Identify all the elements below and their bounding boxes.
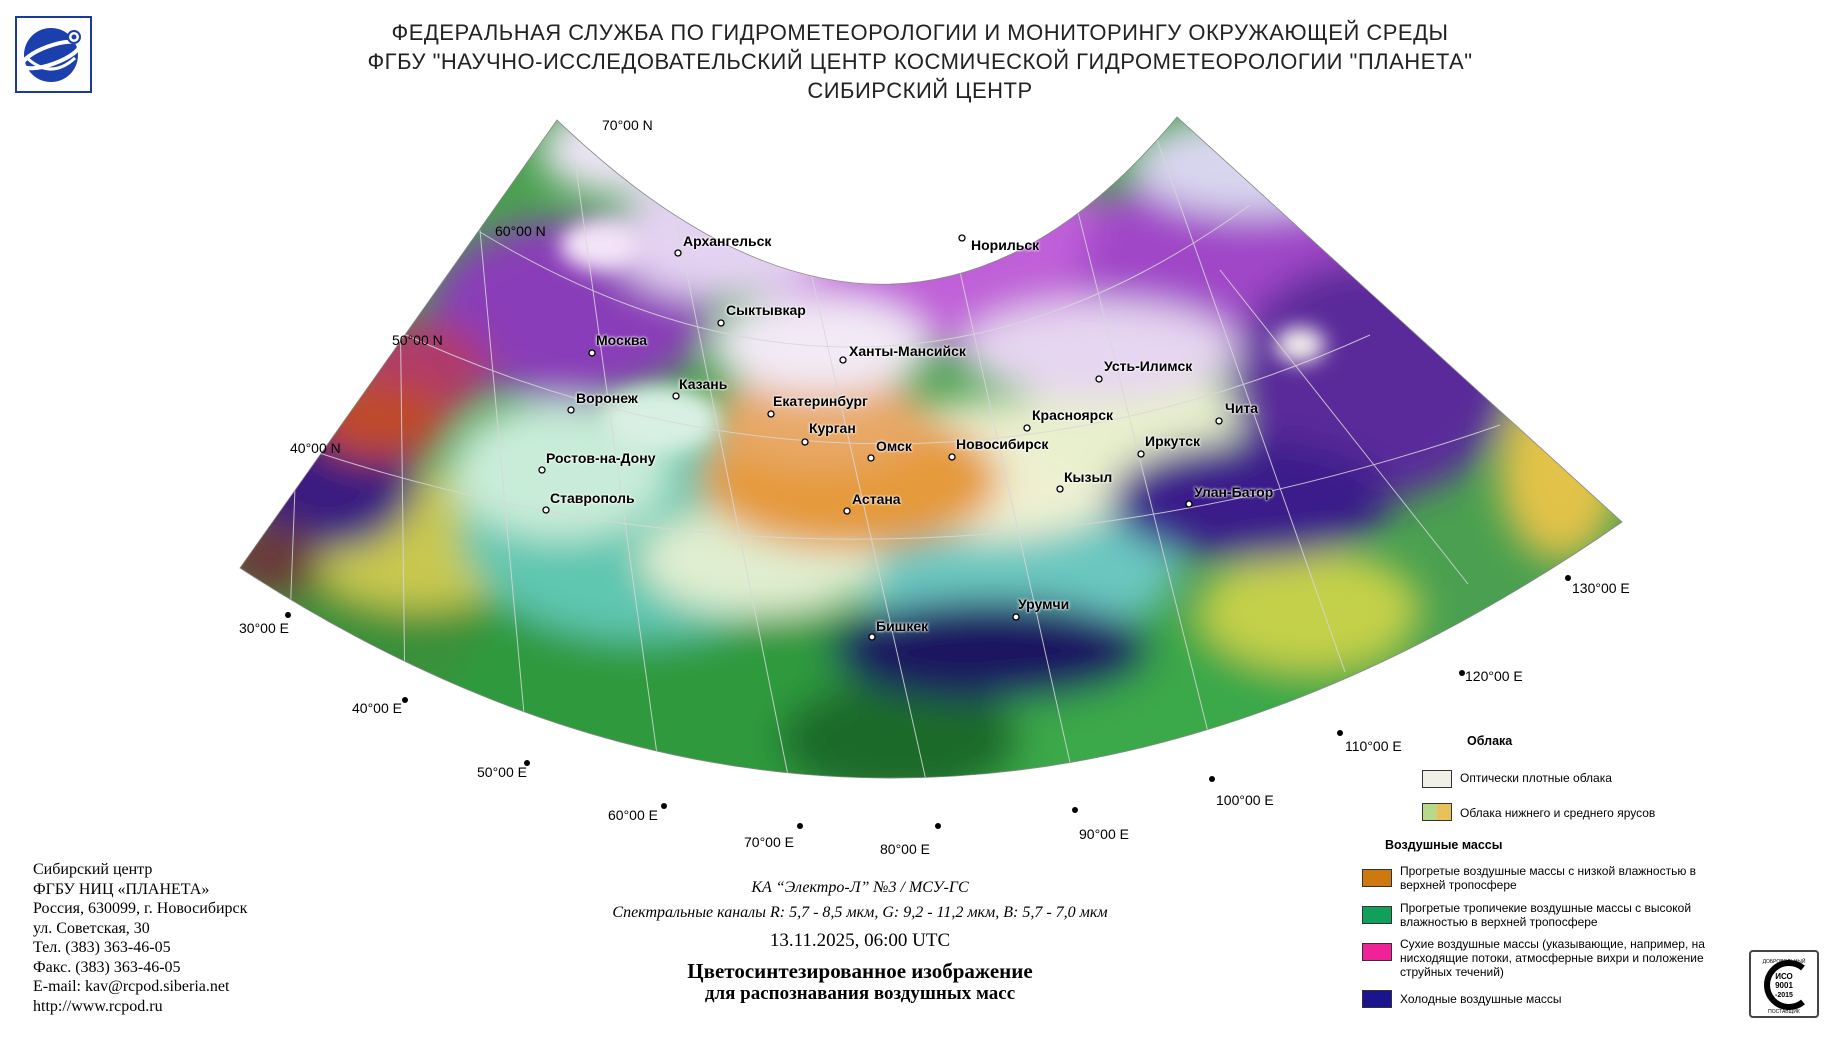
caption-title-line-2: для распознавания воздушных масс <box>704 983 1016 1004</box>
city-label-stavropol: Ставрополь <box>550 490 635 506</box>
legend-swatch-dry <box>1362 943 1392 961</box>
cert-year-text: -2015 <box>1775 992 1793 999</box>
caption-satellite: КА “Электро-Л” №3 / МСУ-ГС <box>751 879 969 896</box>
city-label-astana: Астана <box>852 491 901 507</box>
contact-line-6: Факс. (383) 363-46-05 <box>33 958 181 976</box>
legend-label-warm-low-humidity: Прогретые воздушные массы с низкой влажн… <box>1400 864 1697 892</box>
legend-label-warm-tropical: Прогретые тропичекие воздушные массы с в… <box>1400 901 1692 929</box>
longitude-label-60: 60°00 E <box>608 807 658 823</box>
contact-info: Сибирский центр ФГБУ НИЦ «ПЛАНЕТА» Росси… <box>33 860 247 1016</box>
legend-swatch-low-mid-clouds <box>1422 803 1452 821</box>
city-label-yekaterinburg: Екатеринбург <box>773 393 868 409</box>
cert-bottom-text: ПОСТАВЩИК <box>1768 1009 1800 1015</box>
latitude-label-60: 60°00 N <box>495 223 546 239</box>
longitude-label-50: 50°00 E <box>477 764 527 780</box>
contact-line-1: Сибирский центр <box>33 861 153 878</box>
longitude-label-90: 90°00 E <box>1079 826 1129 842</box>
organization-logo <box>15 16 92 93</box>
header-line-2: ФГБУ "НАУЧНО-ИССЛЕДОВАТЕЛЬСКИЙ ЦЕНТР КОС… <box>367 49 1473 74</box>
city-label-voronezh: Воронеж <box>576 390 638 406</box>
city-label-chita: Чита <box>1225 400 1259 416</box>
longitude-label-120: 120°00 E <box>1465 668 1523 684</box>
legend-label-dry: Сухие воздушные массы (указывающие, напр… <box>1400 937 1705 979</box>
longitude-label-130: 130°00 E <box>1572 580 1630 596</box>
legend-label-cold: Холодные воздушные массы <box>1400 992 1562 1006</box>
city-label-kazan: Казань <box>679 376 728 392</box>
caption-datetime: 13.11.2025, 06:00 UTC <box>769 930 951 951</box>
city-label-novosibirsk: Новосибирск <box>956 436 1049 452</box>
cert-number-text: 9001 <box>1775 981 1793 990</box>
longitude-label-100: 100°00 E <box>1216 792 1274 808</box>
city-label-rostov-on-don: Ростов-на-Дону <box>546 450 656 466</box>
city-label-irkutsk: Иркутск <box>1145 433 1201 449</box>
city-label-syktyvkar: Сыктывкар <box>726 302 806 318</box>
city-label-moscow: Москва <box>596 332 648 348</box>
city-label-khanty-mansiysk: Ханты-Мансийск <box>849 343 966 359</box>
latitude-label-40: 40°00 N <box>290 440 341 456</box>
city-label-omsk: Омск <box>876 438 912 454</box>
legend-label-low-mid-clouds: Облака нижнего и среднего ярусов <box>1460 806 1656 820</box>
legend-clouds-title: Облака <box>1467 734 1513 748</box>
cert-iso-text: ИСО <box>1775 972 1793 981</box>
header-line-3: СИБИРСКИЙ ЦЕНТР <box>807 78 1033 103</box>
legend-swatch-warm-low-humidity <box>1362 869 1392 887</box>
city-label-norilsk: Норильск <box>971 237 1040 253</box>
contact-line-3: Россия, 630099, г. Новосибирск <box>33 900 248 917</box>
caption-channels: Спектральные каналы R: 5,7 - 8,5 мкм, G:… <box>612 904 1108 921</box>
contact-line-2: ФГБУ НИЦ «ПЛАНЕТА» <box>33 880 210 898</box>
city-label-kyzyl: Кызыл <box>1064 469 1113 485</box>
iso-certification-badge: ДОБРОВОЛЬНЫЙ ИСО 9001 -2015 ПОСТАВЩИК <box>1749 950 1819 1018</box>
header-line-1: ФЕДЕРАЛЬНАЯ СЛУЖБА ПО ГИДРОМЕТЕОРОЛОГИИ … <box>391 20 1449 45</box>
iso-badge-icon: ДОБРОВОЛЬНЫЙ ИСО 9001 -2015 ПОСТАВЩИК <box>1763 957 1806 1015</box>
legend-swatch-warm-tropical <box>1362 906 1392 924</box>
longitude-label-70: 70°00 E <box>744 834 794 850</box>
legend-air-masses-title: Воздушные массы <box>1385 838 1503 852</box>
legend-label-dense-clouds: Оптически плотные облака <box>1460 771 1612 785</box>
city-label-bishkek: Бишкек <box>876 618 929 634</box>
city-label-krasnoyarsk: Красноярск <box>1032 407 1114 423</box>
legend-swatch-cold <box>1362 990 1392 1008</box>
city-label-ust-ilimsk: Усть-Илимск <box>1104 358 1193 374</box>
contact-website: http://www.rcpod.ru <box>33 997 163 1015</box>
legend-swatch-dense-clouds <box>1422 770 1452 788</box>
longitude-label-40: 40°00 E <box>352 700 402 716</box>
city-label-urumqi: Урумчи <box>1018 596 1070 612</box>
globe-logo-icon <box>20 28 82 82</box>
latitude-label-70: 70°00 N <box>602 117 653 133</box>
contact-email: E-mail: kav@rcpod.siberia.net <box>33 978 230 995</box>
city-label-ulan-bator: Улан-Батор <box>1194 484 1274 500</box>
city-label-kurgan: Курган <box>809 420 856 436</box>
longitude-label-80: 80°00 E <box>880 841 930 857</box>
latitude-label-50: 50°00 N <box>392 332 443 348</box>
longitude-label-110: 110°00 E <box>1345 738 1402 754</box>
caption-title-line-1: Цветосинтезированное изображение <box>687 959 1033 983</box>
contact-line-5: Тел. (383) 363-46-05 <box>33 939 171 956</box>
contact-line-4: ул. Советская, 30 <box>33 919 150 937</box>
city-label-arkhangelsk: Архангельск <box>683 233 772 249</box>
page-header: ФЕДЕРАЛЬНАЯ СЛУЖБА ПО ГИДРОМЕТЕОРОЛОГИИ … <box>0 18 1840 105</box>
longitude-label-30: 30°00 E <box>239 620 289 636</box>
